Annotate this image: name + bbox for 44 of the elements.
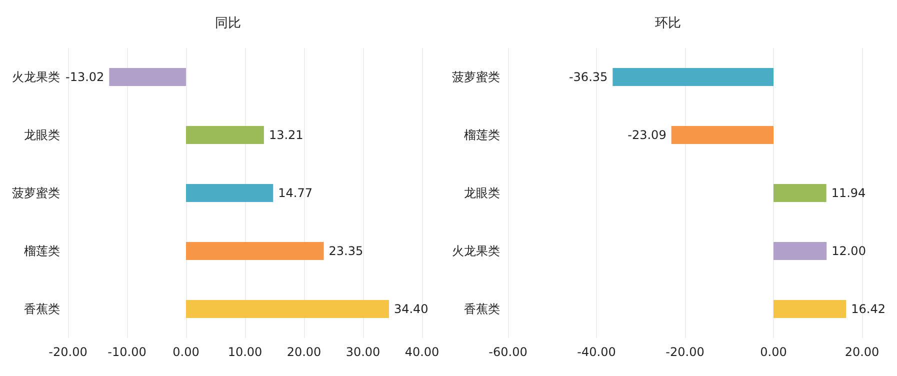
x-tick-label: -20.00 [666,345,704,359]
x-tick-label: 20.00 [286,345,322,359]
y-tick-label: 火龙果类 [12,70,60,84]
bar [774,184,826,202]
data-label: 16.42 [851,302,886,316]
data-label: -36.35 [568,70,608,84]
bar [612,68,774,86]
y-tick-label: 菠萝蜜类 [452,70,500,84]
x-tick-label: 0.00 [172,345,200,359]
y-tick-label: 榴莲类 [464,128,500,142]
bar [186,126,264,144]
x-tick-label: 10.00 [228,345,262,359]
y-tick-label: 火龙果类 [452,244,500,258]
y-tick-label: 菠萝蜜类 [12,186,60,200]
data-label: 12.00 [832,244,866,258]
data-label: 13.21 [268,128,304,142]
bar [186,242,324,260]
y-tick-label: 香蕉类 [464,302,500,316]
data-label: 23.35 [328,244,364,258]
chart-title: 环比 [655,16,681,31]
y-tick-label: 香蕉类 [24,302,60,316]
x-tick-label: -40.00 [577,345,616,359]
x-tick-label: -10.00 [108,345,146,359]
y-tick-label: 龙眼类 [24,128,60,142]
x-tick-label: -20.00 [48,345,88,359]
chart-title: 同比 [215,16,241,31]
bar [774,300,846,318]
data-label: -13.02 [65,70,104,84]
bar [186,184,274,202]
x-tick-label: 20.00 [844,345,880,359]
x-tick-label: -60.00 [488,345,528,359]
bar [774,242,827,260]
y-tick-label: 龙眼类 [464,186,500,200]
x-tick-label: 30.00 [346,345,380,359]
y-tick-label: 榴莲类 [24,244,60,258]
x-tick-label: 40.00 [404,345,440,359]
x-tick-label: 0.00 [760,345,787,359]
data-label: -23.09 [628,128,666,142]
bar [186,300,389,318]
data-label: 11.94 [831,186,866,200]
bar [671,126,774,144]
bar [109,68,186,86]
data-label: 14.77 [278,186,312,200]
data-label: 34.40 [394,302,428,316]
